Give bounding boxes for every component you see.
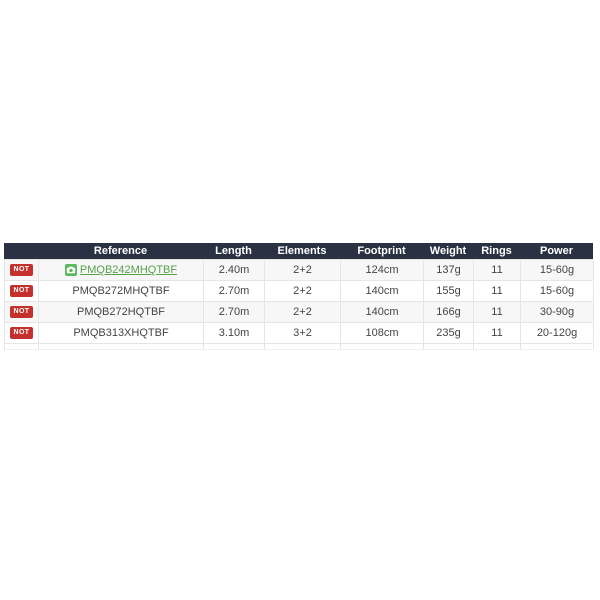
flag-cell: NOT: [5, 281, 39, 301]
table-body: NOT PMQB242MHQTBF 2.40m 2+2 124cm 137g 11 15-60…: [4, 259, 594, 344]
footprint-cell: 124cm: [341, 260, 424, 280]
power-cell: 15-60g: [521, 281, 594, 301]
header-cell-flag: [4, 243, 38, 259]
header-cell-weight: Weight: [429, 245, 467, 257]
elements-cell: 2+2: [265, 260, 341, 280]
camera-icon: [64, 264, 77, 276]
header-cell-power: Power: [539, 245, 573, 257]
footprint-cell: 140cm: [341, 281, 424, 301]
reference-cell: PMQB272HQTBF: [39, 302, 204, 322]
product-spec-table: Reference Length Elements Footprint Weig…: [4, 243, 594, 350]
not-badge: NOT: [9, 306, 34, 318]
length-cell: 3.10m: [204, 323, 265, 343]
header-cell-reference: Reference: [93, 245, 148, 257]
header-cell-elements: Elements: [277, 245, 327, 257]
elements-cell: 2+2: [265, 302, 341, 322]
power-cell: 20-120g: [521, 323, 594, 343]
footprint-cell: 140cm: [341, 302, 424, 322]
header-cell-length: Length: [215, 245, 252, 257]
power-cell: 15-60g: [521, 260, 594, 280]
flag-cell: NOT: [5, 260, 39, 280]
table-row: NOT PMQB242MHQTBF 2.40m 2+2 124cm 137g 11 15-60…: [5, 260, 594, 281]
reference-label: PMQB313XHQTBF: [73, 327, 169, 339]
header-cell-rings: Rings: [481, 245, 512, 257]
footprint-cell: 108cm: [341, 323, 424, 343]
reference-link[interactable]: PMQB242MHQTBF: [64, 264, 178, 276]
flag-cell: NOT: [5, 302, 39, 322]
rings-cell: 11: [474, 323, 521, 343]
not-badge: NOT: [9, 264, 34, 276]
length-cell: 2.40m: [204, 260, 265, 280]
reference-cell: PMQB272MHQTBF: [39, 281, 204, 301]
length-cell: 2.70m: [204, 302, 265, 322]
flag-cell: NOT: [5, 323, 39, 343]
weight-cell: 155g: [424, 281, 474, 301]
table-row: NOT PMQB313XHQTBF 3.10m 3+2 108cm 235g 11 20-12…: [5, 323, 594, 344]
elements-cell: 3+2: [265, 323, 341, 343]
not-badge: NOT: [9, 327, 34, 339]
reference-label: PMQB272MHQTBF: [72, 285, 170, 297]
rings-cell: 11: [474, 302, 521, 322]
weight-cell: 235g: [424, 323, 474, 343]
weight-cell: 137g: [424, 260, 474, 280]
rings-cell: 11: [474, 281, 521, 301]
table-footer-stub: [4, 344, 594, 350]
rings-cell: 11: [474, 260, 521, 280]
weight-cell: 166g: [424, 302, 474, 322]
header-cell-footprint: Footprint: [357, 245, 406, 257]
reference-label: PMQB272HQTBF: [76, 306, 166, 318]
reference-cell: PMQB242MHQTBF: [39, 260, 204, 280]
length-cell: 2.70m: [204, 281, 265, 301]
table-header-row: Reference Length Elements Footprint Weig…: [4, 243, 593, 259]
reference-label: PMQB242MHQTBF: [79, 264, 178, 276]
table-row: NOT PMQB272HQTBF 2.70m 2+2 140cm 166g 11 30-90g: [5, 302, 594, 323]
power-cell: 30-90g: [521, 302, 594, 322]
reference-cell: PMQB313XHQTBF: [39, 323, 204, 343]
elements-cell: 2+2: [265, 281, 341, 301]
table-row: NOT PMQB272MHQTBF 2.70m 2+2 140cm 155g 11 15-60…: [5, 281, 594, 302]
not-badge: NOT: [9, 285, 34, 297]
